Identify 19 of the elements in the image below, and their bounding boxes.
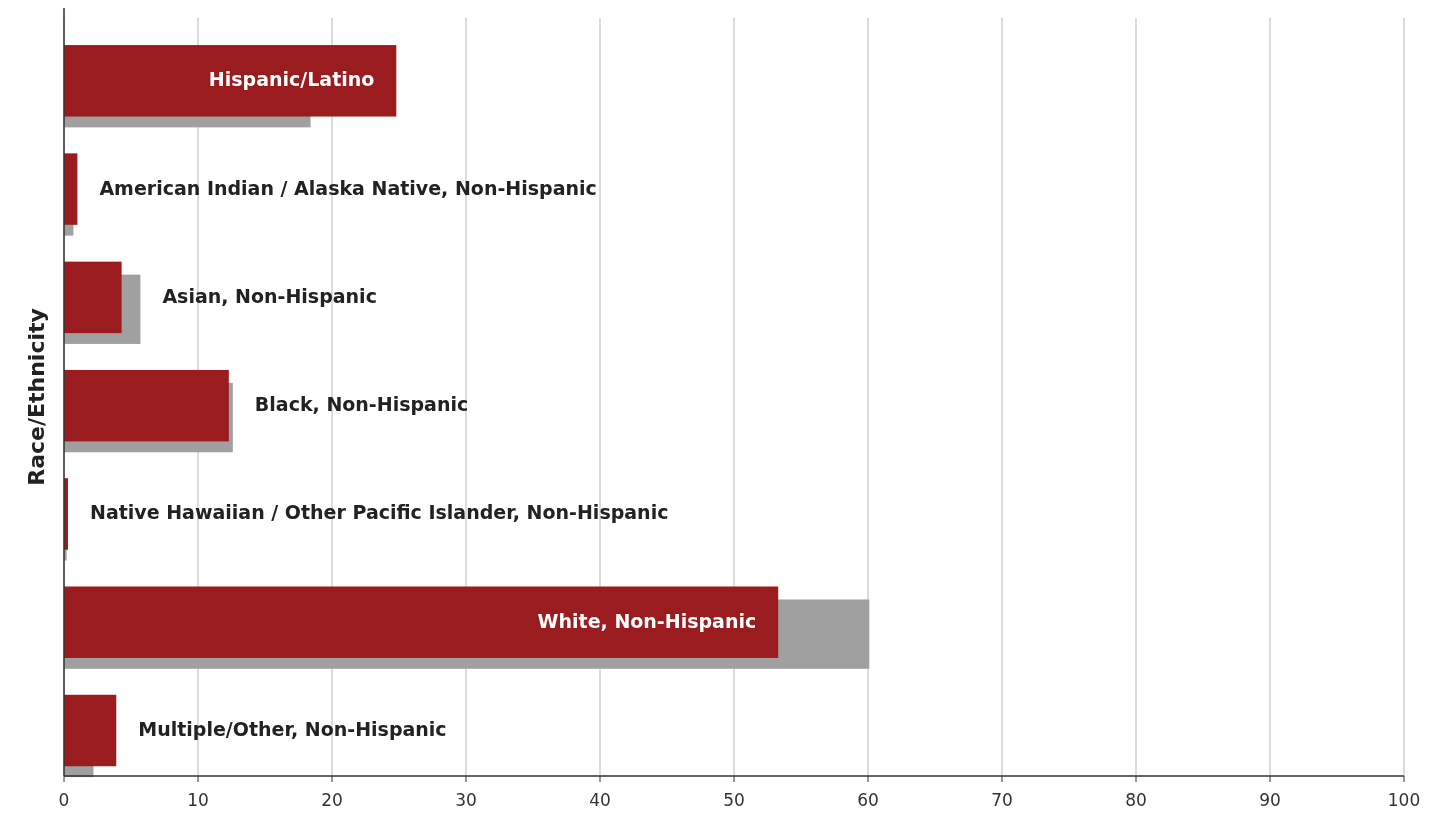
x-tick-label: 40 (589, 790, 611, 810)
x-tick-label: 100 (1387, 790, 1421, 810)
y-tick-label: Multiple/Other, Non-Hispanic (138, 718, 447, 741)
y-tick-label: White, Non-Hispanic (537, 609, 757, 632)
x-tick-label: 60 (857, 790, 879, 810)
x-tick-label: 70 (991, 790, 1013, 810)
y-axis-title: Race/Ethnicity (24, 308, 49, 486)
x-tick-label: 0 (58, 790, 70, 810)
x-tick-label: 50 (723, 790, 745, 810)
y-tick-label: American Indian / Alaska Native, Non-Hispanic (99, 176, 597, 199)
x-tick-label: 80 (1125, 790, 1147, 810)
x-tick-label: 10 (187, 790, 209, 810)
x-tick-label: 30 (455, 790, 477, 810)
x-tick-label: 90 (1259, 790, 1281, 810)
x-tick-label: 20 (321, 790, 343, 810)
y-tick-label: Asian, Non-Hispanic (162, 284, 377, 307)
y-tick-label: Black, Non-Hispanic (254, 393, 469, 416)
y-tick-label: Native Hawaiian / Other Pacific Islander, Non-Hispanic (90, 501, 669, 524)
y-tick-label: Hispanic/Latino (208, 68, 375, 91)
